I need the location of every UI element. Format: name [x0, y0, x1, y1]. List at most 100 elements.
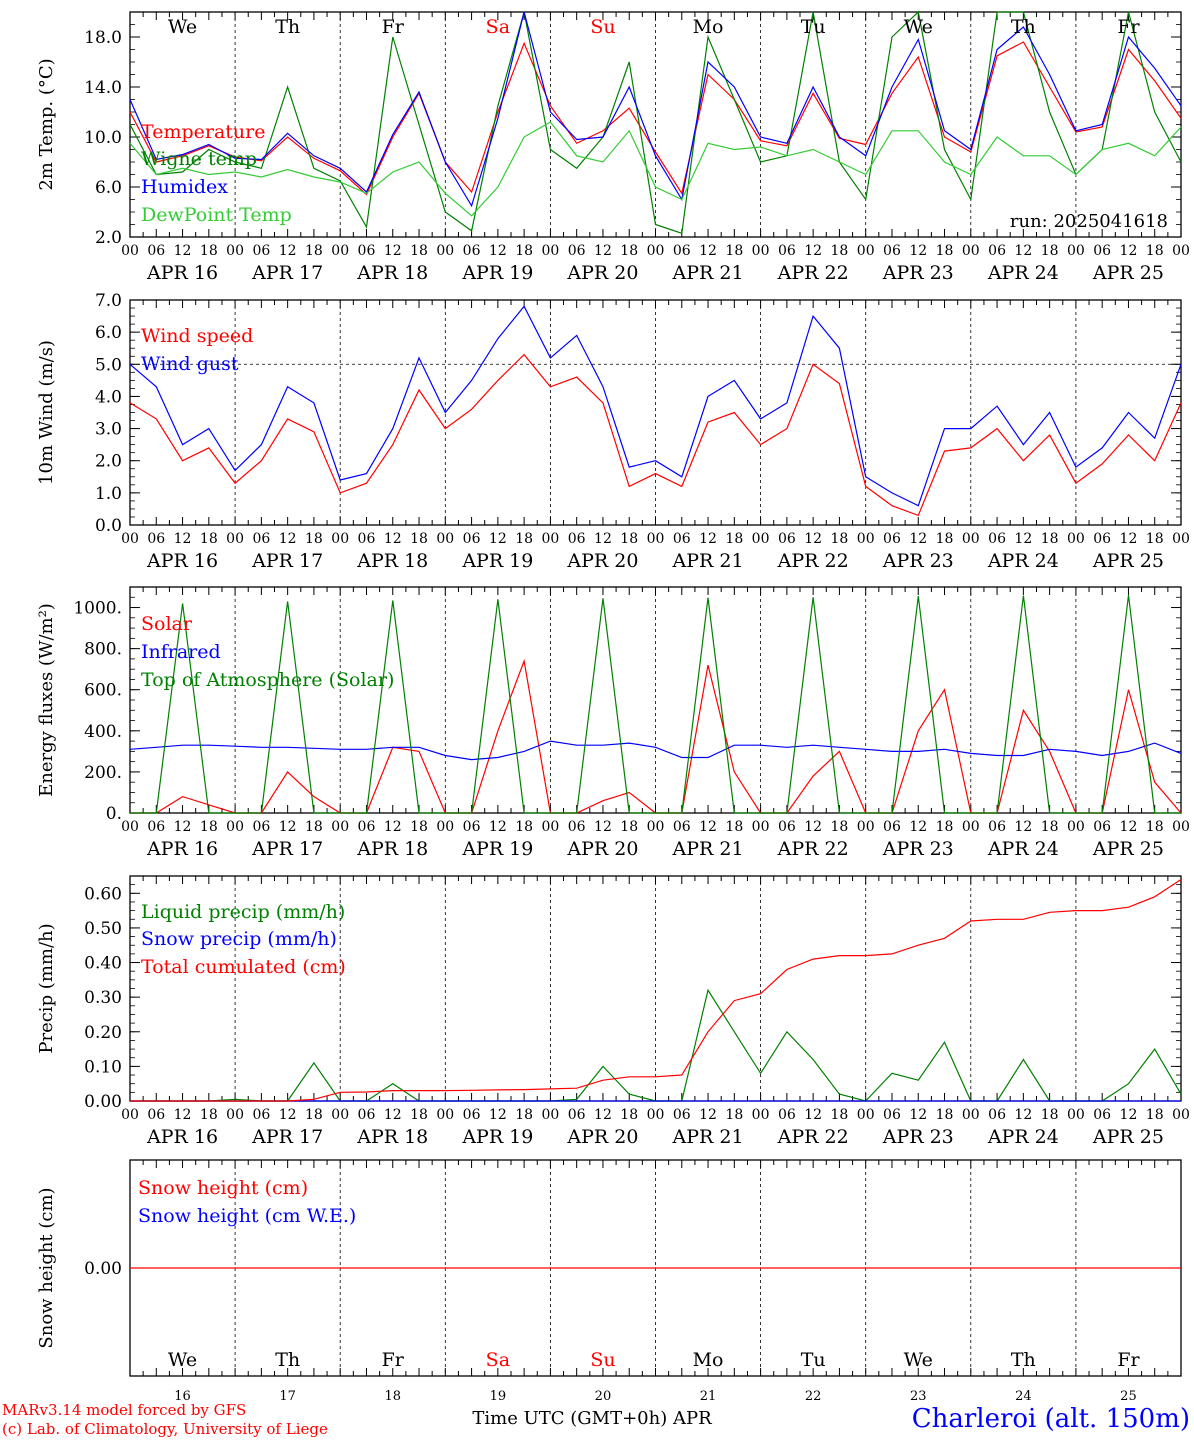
x-hour-label: 06: [988, 819, 1006, 835]
day-number: 16: [174, 1389, 191, 1404]
y-tick-label: 3.0: [95, 420, 122, 440]
x-hour-label: 00: [1067, 243, 1085, 259]
day-abbr-top: Mo: [693, 16, 724, 38]
x-date-label: APR 17: [251, 1126, 323, 1148]
x-hour-label: 00: [1067, 531, 1085, 547]
x-date-label: APR 20: [566, 1126, 638, 1148]
x-hour-label: 06: [778, 819, 796, 835]
x-date-label: APR 20: [566, 262, 638, 284]
x-hour-label: 06: [778, 1107, 796, 1123]
x-hour-label: 18: [831, 531, 849, 547]
x-hour-label: 00: [1067, 819, 1085, 835]
day-abbr-top: Tu: [801, 16, 826, 38]
x-hour-label: 00: [962, 819, 980, 835]
x-date-label: APR 21: [672, 550, 744, 572]
x-hour-label: 06: [147, 243, 165, 259]
x-hour-label: 18: [936, 243, 954, 259]
x-hour-label: 12: [384, 1107, 402, 1123]
x-hour-label: 18: [1041, 243, 1059, 259]
x-hour-label: 00: [1067, 1107, 1085, 1123]
x-hour-label: 18: [200, 243, 218, 259]
x-hour-label: 06: [673, 1107, 691, 1123]
x-hour-label: 00: [647, 1107, 665, 1123]
y-tick-label: 4.0: [95, 387, 122, 407]
x-hour-label: 18: [515, 819, 533, 835]
panel-2: [129, 299, 1182, 526]
x-hour-label: 18: [515, 1107, 533, 1123]
y-tick-label: 0.20: [84, 1023, 122, 1043]
x-date-label: APR 25: [1092, 1126, 1164, 1148]
x-date-label: APR 18: [356, 262, 428, 284]
x-hour-label: 00: [226, 1107, 244, 1123]
y-tick-label: 1000.: [73, 599, 122, 619]
y-tick-label: 14.0: [84, 78, 122, 98]
x-hour-label: 06: [1093, 819, 1111, 835]
x-hour-label: 00: [541, 819, 559, 835]
x-hour-label: 12: [384, 531, 402, 547]
x-hour-label: 18: [200, 1107, 218, 1123]
x-hour-label: 12: [909, 243, 927, 259]
x-hour-label: 06: [568, 1107, 586, 1123]
x-hour-label: 12: [594, 819, 612, 835]
x-date-label: APR 20: [566, 838, 638, 860]
y-tick-label: 0.50: [84, 919, 122, 939]
legend-entry: Temperature: [141, 121, 265, 143]
x-hour-label: 06: [568, 243, 586, 259]
x-hour-label: 06: [147, 1107, 165, 1123]
day-abbr-bottom: Tu: [801, 1349, 826, 1371]
day-abbr-bottom: We: [904, 1349, 933, 1371]
y-axis-label: 2m Temp. (°C): [36, 58, 57, 190]
legend-entry: Snow height (cm): [138, 1177, 308, 1199]
x-hour-label: 06: [463, 531, 481, 547]
y-tick-label: 0.10: [84, 1057, 122, 1077]
series-line-temperature: [129, 41, 1182, 196]
x-hour-label: 12: [699, 819, 717, 835]
y-tick-label: 10.0: [84, 128, 122, 148]
legend-entry: Wind gust: [141, 353, 239, 375]
x-hour-label: 18: [1041, 819, 1059, 835]
x-hour-label: 18: [725, 531, 743, 547]
x-hour-label: 00: [1172, 819, 1190, 835]
y-tick-label: 2.0: [95, 452, 122, 472]
x-hour-label: 12: [174, 819, 192, 835]
x-date-label: APR 24: [987, 1126, 1059, 1148]
x-hour-label: 06: [568, 819, 586, 835]
x-hour-label: 00: [857, 531, 875, 547]
day-number: 18: [384, 1389, 401, 1404]
x-hour-label: 12: [1120, 243, 1138, 259]
x-date-label: APR 19: [461, 262, 533, 284]
x-date-label: APR 19: [461, 550, 533, 572]
x-hour-label: 12: [594, 531, 612, 547]
x-hour-label: 12: [804, 531, 822, 547]
x-hour-label: 12: [174, 531, 192, 547]
legend-entry: Wind speed: [141, 325, 253, 347]
x-date-label: APR 17: [251, 838, 323, 860]
x-hour-label: 00: [752, 819, 770, 835]
x-hour-label: 00: [121, 819, 139, 835]
y-tick-label: 0.: [106, 804, 122, 824]
x-hour-label: 00: [752, 243, 770, 259]
x-hour-label: 18: [1041, 1107, 1059, 1123]
x-hour-label: 18: [1146, 243, 1164, 259]
x-hour-label: 12: [594, 243, 612, 259]
x-hour-label: 06: [673, 243, 691, 259]
x-date-label: APR 23: [882, 1126, 954, 1148]
x-hour-label: 12: [1120, 531, 1138, 547]
x-date-label: APR 22: [777, 1126, 849, 1148]
x-date-label: APR 23: [882, 262, 954, 284]
x-hour-label: 00: [647, 243, 665, 259]
x-hour-label: 18: [831, 1107, 849, 1123]
x-hour-label: 06: [358, 1107, 376, 1123]
x-hour-label: 06: [673, 819, 691, 835]
day-abbr-top: We: [904, 16, 933, 38]
x-hour-label: 18: [936, 531, 954, 547]
y-tick-label: 800.: [84, 640, 122, 660]
x-date-label: APR 17: [251, 262, 323, 284]
x-hour-label: 06: [673, 531, 691, 547]
x-hour-label: 18: [725, 243, 743, 259]
panel-3: [129, 586, 1182, 814]
x-hour-label: 06: [252, 243, 270, 259]
x-hour-label: 12: [594, 1107, 612, 1123]
x-date-label: APR 16: [146, 1126, 218, 1148]
